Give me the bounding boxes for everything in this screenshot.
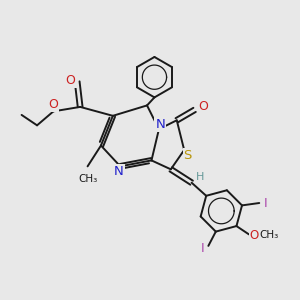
Text: S: S: [184, 149, 192, 162]
Text: I: I: [201, 242, 204, 255]
Text: O: O: [199, 100, 208, 113]
Text: O: O: [250, 229, 259, 242]
Text: CH₃: CH₃: [78, 174, 97, 184]
Text: O: O: [48, 98, 58, 111]
Text: I: I: [264, 196, 268, 209]
Text: H: H: [196, 172, 204, 182]
Text: N: N: [155, 118, 165, 131]
Text: N: N: [114, 165, 124, 178]
Text: O: O: [66, 74, 76, 87]
Text: CH₃: CH₃: [260, 230, 279, 240]
